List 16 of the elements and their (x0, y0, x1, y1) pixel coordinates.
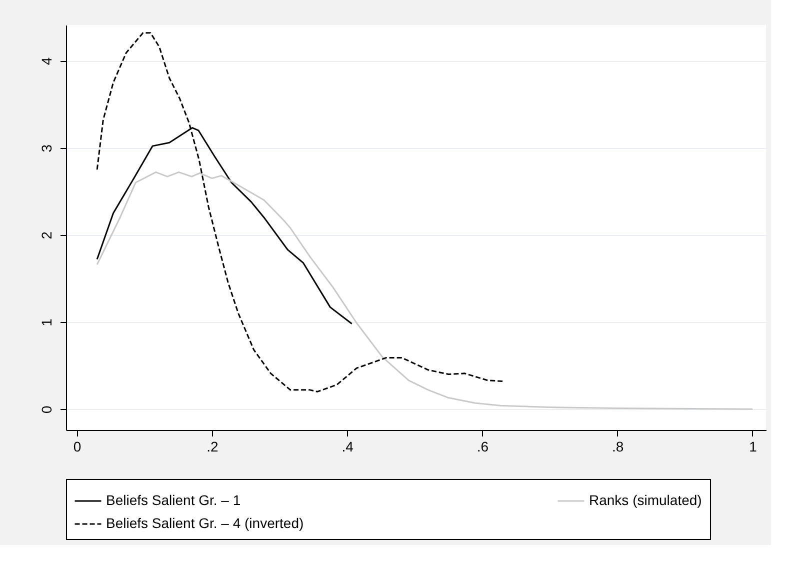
y-tick-label: 1 (38, 318, 54, 326)
x-tick-label: .8 (612, 438, 624, 454)
line-series (96, 32, 504, 392)
y-tick-label: 4 (38, 57, 54, 66)
y-tick-label: 2 (38, 231, 54, 240)
y-tick-label: 0 (38, 405, 54, 414)
x-tick-label: .2 (206, 438, 218, 454)
legend-label: Ranks (simulated) (589, 492, 702, 508)
legend-label: Beliefs Salient Gr. – 4 (inverted) (106, 515, 304, 531)
y-tick-label: 3 (38, 144, 54, 152)
line-series (96, 171, 754, 410)
legend-label: Beliefs Salient Gr. – 1 (106, 492, 241, 508)
x-tick-label: 1 (749, 438, 758, 454)
x-tick-label: 0 (73, 438, 82, 454)
x-tick-label: .4 (342, 438, 354, 454)
x-tick-label: .6 (476, 438, 489, 454)
